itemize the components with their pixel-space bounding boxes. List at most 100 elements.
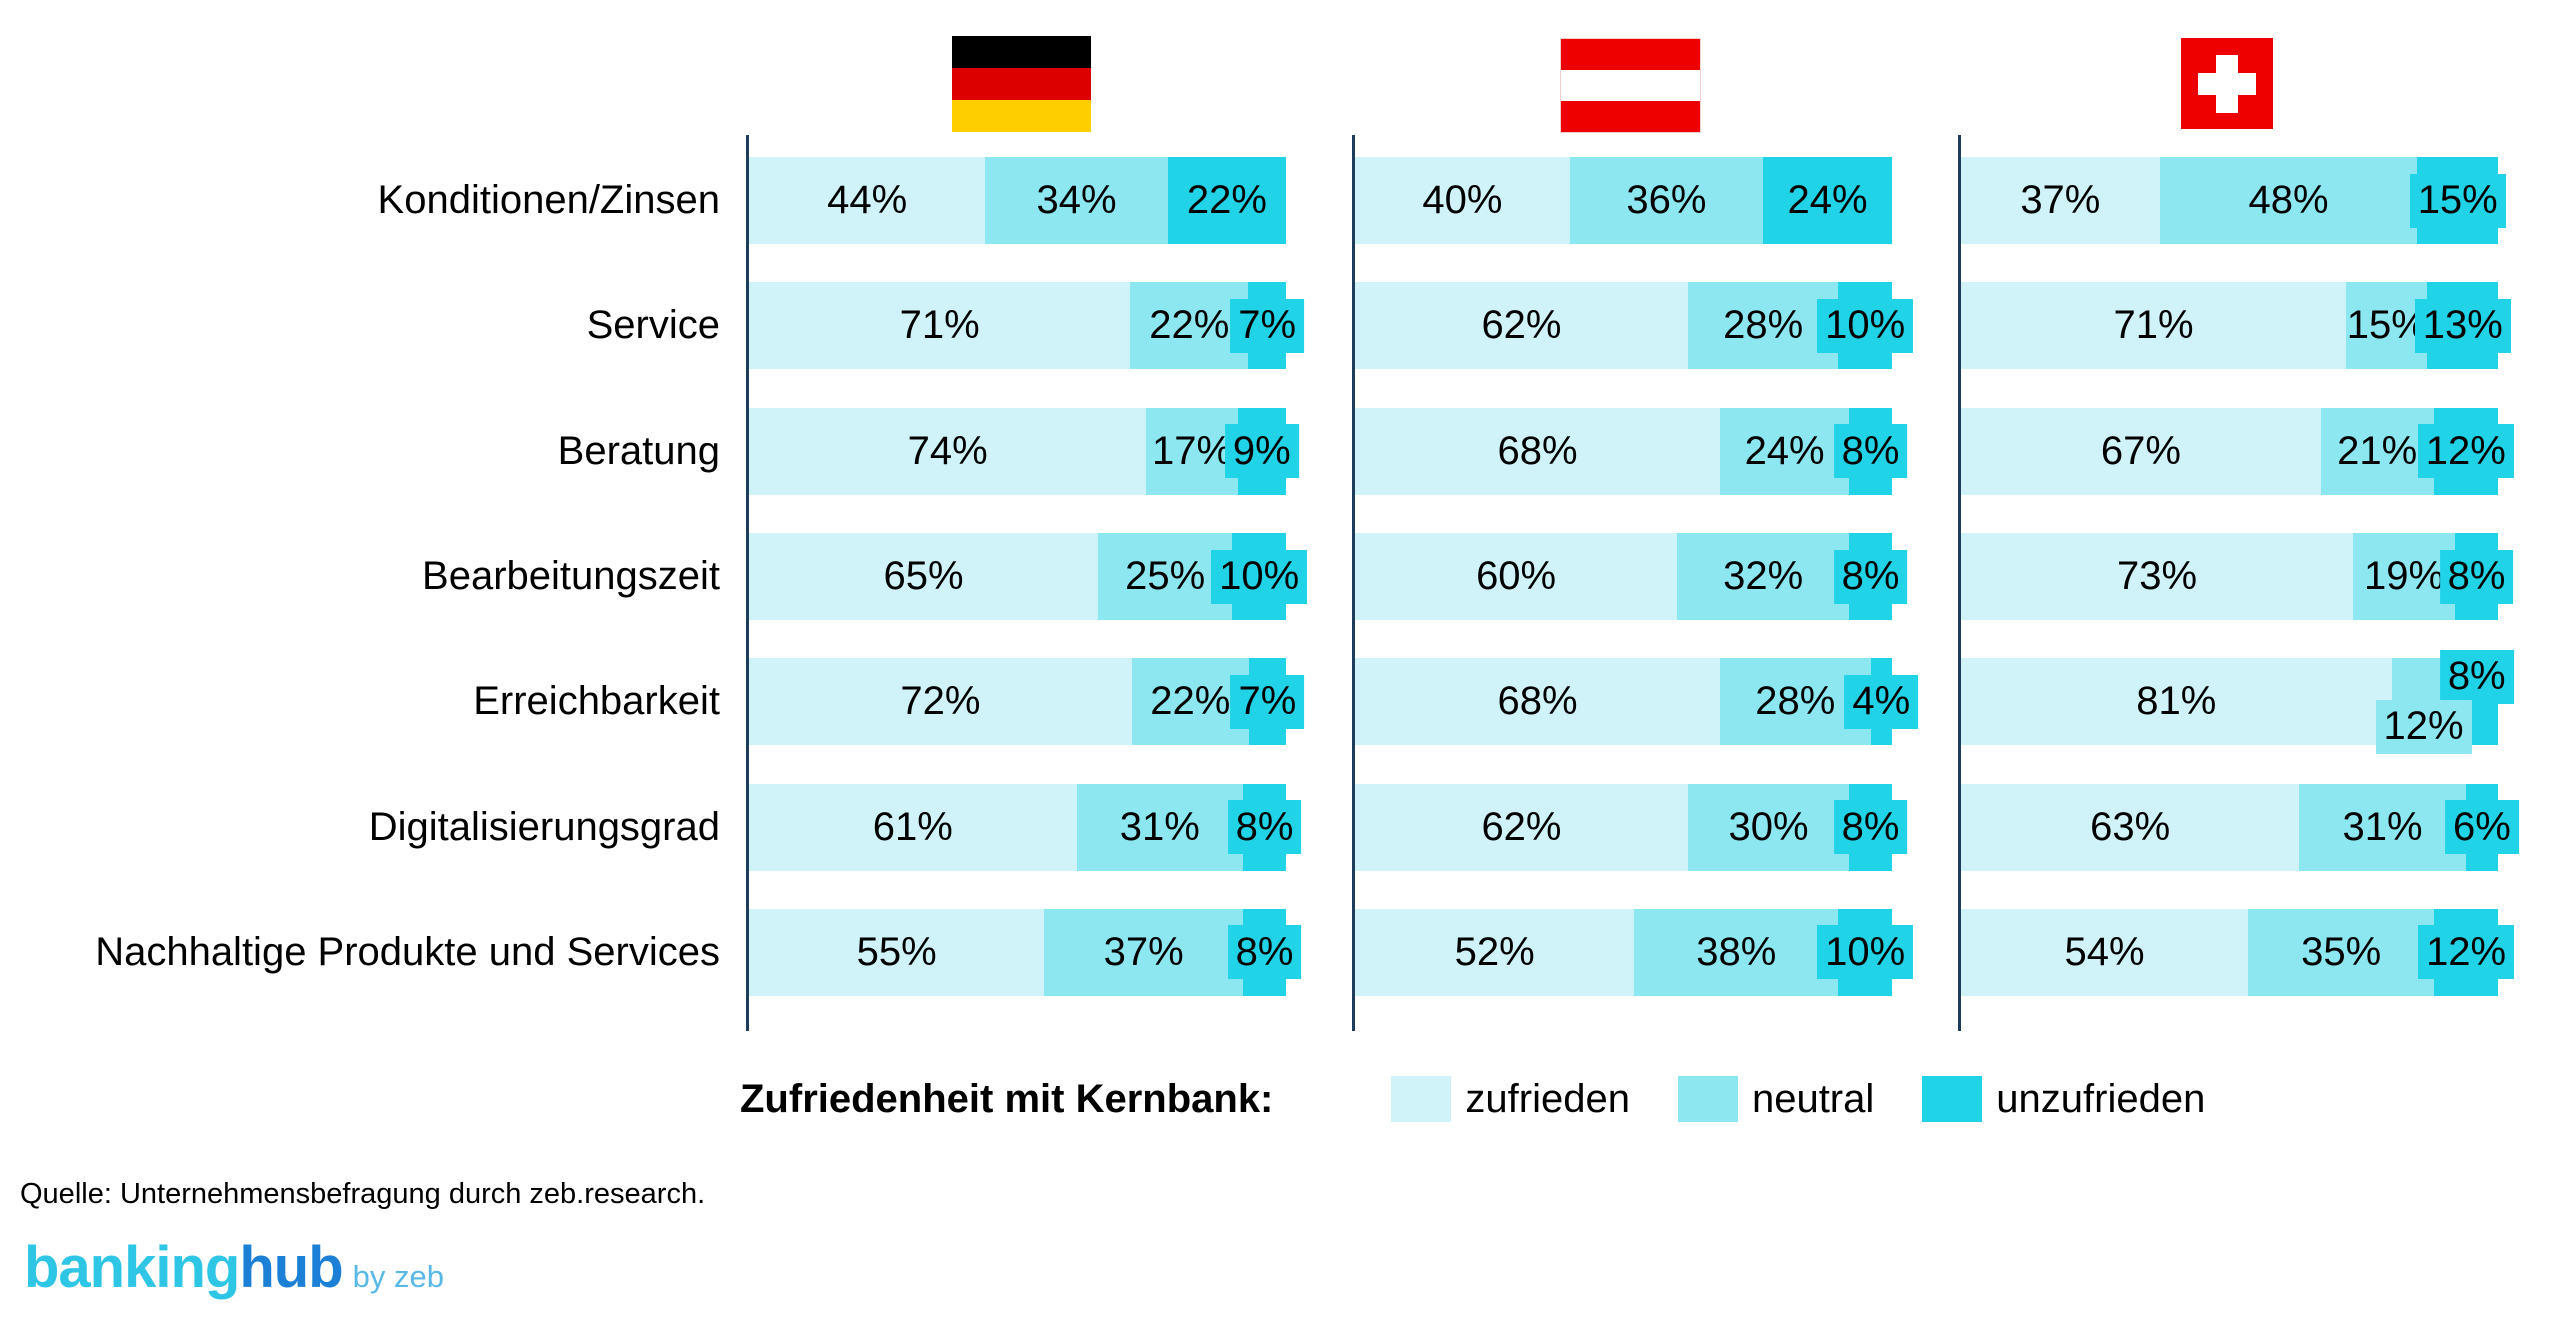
- segment-value-tag: 12%: [2417, 424, 2514, 479]
- legend: Zufriedenheit mit Kernbank: zufrieden ne…: [740, 1071, 2205, 1127]
- bar-segment-unzufrieden: 15%: [2409, 157, 2506, 245]
- stacked-bar: 63% 31% 6%: [1961, 783, 2519, 871]
- bar-segment-zufrieden: 62%: [1355, 282, 1688, 370]
- segment-value-label: 7%: [1238, 679, 1297, 724]
- bar-segment-unzufrieden: 9%: [1224, 407, 1299, 495]
- bar-segment-unzufrieden: 8%: [1227, 908, 1302, 996]
- bar-row: 55% 37% 8%: [749, 890, 1302, 1015]
- segment-value-label: 17%: [1151, 428, 1233, 473]
- segment-value-label: 74%: [907, 428, 988, 473]
- stacked-bar: 60% 32% 8%: [1355, 533, 1908, 621]
- category-labels: Konditionen/Zinsen Service Beratung Bearbei…: [0, 138, 720, 1015]
- bar-segment-unzufrieden: 13%: [2414, 282, 2511, 370]
- bar-segment-zufrieden: 81%: [1961, 658, 2392, 746]
- bar-row: 74% 17% 9%: [749, 389, 1299, 514]
- segment-value-label: 9%: [1232, 428, 1291, 473]
- country-column-germany: 44% 34% 22% 71% 22% 7% 74% 17% 9% 65% 25% 10% 72% 22%…: [746, 134, 1308, 1032]
- segment-value-label: 62%: [1481, 303, 1562, 348]
- bar-segment-zufrieden: 71%: [749, 282, 1131, 370]
- bar-segment-unzufrieden: 7%: [1230, 658, 1305, 746]
- bar-segment-neutral: 21%: [2320, 407, 2434, 495]
- category-label: Bearbeitungszeit: [422, 554, 720, 599]
- legend-label: neutral: [1751, 1076, 1875, 1121]
- bar-segment-neutral: 22%: [1131, 658, 1249, 746]
- logo-hub-text: hub: [239, 1235, 343, 1300]
- segment-value-label: 55%: [856, 929, 937, 974]
- stacked-bar: 62% 30% 8%: [1355, 783, 1908, 871]
- bar-segment-neutral: 28%: [1687, 282, 1839, 370]
- segment-value-label: 7%: [1238, 303, 1297, 348]
- stacked-bar: 67% 21% 12%: [1961, 407, 2514, 495]
- segment-value-label: 35%: [2301, 929, 2382, 974]
- bar-segment-zufrieden: 44%: [749, 157, 986, 245]
- segment-value-tag: 15%: [2409, 173, 2506, 228]
- stacked-bar: 61% 31% 8%: [749, 783, 1302, 871]
- flag-stripe: [952, 68, 1091, 100]
- segment-value-label: 68%: [1497, 428, 1578, 473]
- bar-segment-neutral: 17%: [1146, 407, 1238, 495]
- stacked-bar: 71% 22% 7%: [749, 282, 1305, 370]
- category-label: Beratung: [557, 428, 720, 473]
- bar-row: 54% 35% 12%: [1961, 890, 2515, 1015]
- segment-value-label: 10%: [1219, 554, 1300, 599]
- bar-row: 71% 15% 13%: [1961, 263, 2511, 388]
- segment-value-label: 37%: [1103, 929, 1184, 974]
- unzufrieden-swatch: [1922, 1076, 1983, 1122]
- bar-segment-unzufrieden: 8%: [2439, 533, 2514, 621]
- bar-segment-zufrieden: 52%: [1355, 908, 1635, 996]
- segment-value-label: 8%: [1235, 929, 1294, 974]
- segment-value-label: 52%: [1454, 929, 1535, 974]
- flag-stripe: [1561, 70, 1700, 101]
- bar-segment-neutral: 19%: [2353, 533, 2456, 621]
- logo-byline: by zeb: [352, 1259, 444, 1294]
- stacked-bar: 68% 28% 4%: [1355, 658, 1919, 746]
- bar-row: 68% 28% 4%: [1355, 639, 1919, 764]
- segment-value-tag: 8%: [1833, 800, 1908, 855]
- segment-value-label: 28%: [1723, 303, 1804, 348]
- neutral-swatch: [1677, 1076, 1738, 1122]
- bar-row: 37% 48% 15%: [1961, 138, 2506, 263]
- bar-segment-neutral: 24%: [1720, 407, 1850, 495]
- segment-value-tag: 4%: [1844, 674, 1919, 729]
- country-column-switzerland: 37% 48% 15% 71% 15% 13% 67% 21% 12% 73% 19% 8% 81% 12…: [1958, 134, 2519, 1032]
- bar-segment-unzufrieden: 8%: [1833, 407, 1908, 495]
- segment-value-label: 6%: [2452, 804, 2511, 849]
- stacked-bar: 81% 12% 8%: [1961, 649, 2514, 754]
- bar-segment-zufrieden: 68%: [1355, 658, 1721, 746]
- bar-row: 72% 22% 7%: [749, 639, 1305, 764]
- bar-segment-zufrieden: 62%: [1355, 783, 1688, 871]
- segment-value-label: 65%: [883, 554, 964, 599]
- bar-segment-neutral: 48%: [2159, 157, 2418, 245]
- stacked-bar: 52% 38% 10%: [1355, 908, 1914, 996]
- bar-segment-unzufrieden: 12%: [2418, 908, 2515, 996]
- bar-segment-zufrieden: 61%: [749, 783, 1077, 871]
- segment-value-tag: 7%: [1230, 298, 1305, 353]
- swiss-cross-icon: [2198, 73, 2256, 95]
- bar-row: 62% 30% 8%: [1355, 764, 1908, 889]
- bar-segment-unzufrieden: 10%: [1211, 533, 1308, 621]
- segment-value-tag: 22%: [1178, 173, 1275, 228]
- bar-row: 61% 31% 8%: [749, 764, 1302, 889]
- bar-row: 63% 31% 6%: [1961, 764, 2519, 889]
- segment-value-label: 71%: [2113, 303, 2194, 348]
- bar-row: 71% 22% 7%: [749, 263, 1305, 388]
- bar-segment-neutral: 25%: [1098, 533, 1233, 621]
- segment-value-label: 38%: [1696, 929, 1777, 974]
- bar-segment-zufrieden: 73%: [1961, 533, 2354, 621]
- category-label: Digitalisierungsgrad: [368, 804, 720, 849]
- segment-value-label: 25%: [1125, 554, 1206, 599]
- category-label: Erreichbarkeit: [473, 679, 720, 724]
- category-label: Service: [586, 303, 720, 348]
- bar-segment-neutral: 30%: [1687, 783, 1850, 871]
- bar-segment-zufrieden: 40%: [1355, 157, 1570, 245]
- segment-value-label: 8%: [2447, 654, 2506, 699]
- bar-row: 81% 12% 8%: [1961, 639, 2514, 764]
- bar-segment-unzufrieden: 24%: [1763, 157, 1892, 245]
- stacked-bar: 55% 37% 8%: [749, 908, 1302, 996]
- segment-value-label: 61%: [872, 804, 953, 849]
- segment-value-label: 48%: [2248, 178, 2329, 223]
- bar-segment-unzufrieden: 8%: [1227, 783, 1302, 871]
- bar-segment-unzufrieden: 4%: [1844, 658, 1919, 746]
- bar-segment-neutral: 15%: [2346, 282, 2428, 370]
- bar-row: 67% 21% 12%: [1961, 389, 2514, 514]
